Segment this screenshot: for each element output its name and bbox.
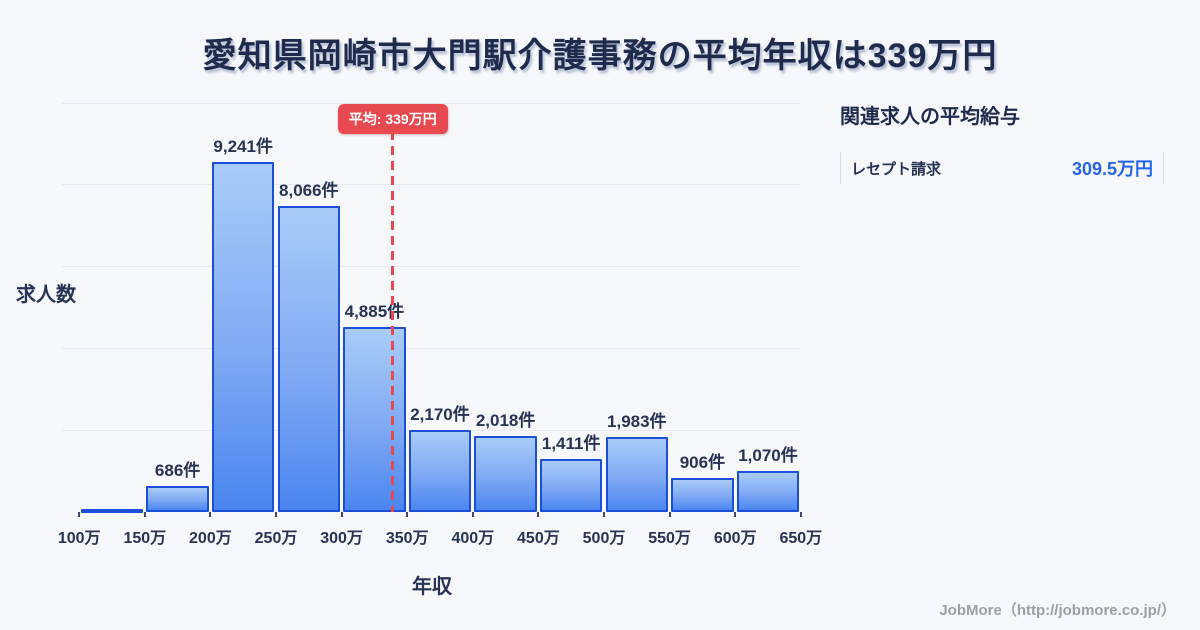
average-line — [391, 131, 395, 512]
bar — [211, 161, 275, 512]
x-axis-label: 年収 — [412, 576, 452, 598]
x-tick-mark — [275, 512, 277, 517]
x-tick-mark — [78, 512, 81, 517]
x-tick-label: 300万 — [320, 530, 363, 547]
bar-value-label: 1,411件 — [541, 433, 601, 453]
related-jobs-panel: 関連求人の平均給与 レセプト請求 309.5万円 — [840, 100, 1164, 184]
related-job-row: レセプト請求 309.5万円 — [840, 152, 1164, 184]
x-tick-mark — [209, 512, 212, 517]
bar — [80, 508, 144, 513]
related-job-salary-value: 309.5万円 — [1071, 159, 1153, 179]
x-tick-mark — [734, 512, 737, 517]
x-tick-label: 350万 — [385, 530, 429, 547]
x-tick-mark — [603, 512, 605, 517]
bar — [277, 206, 341, 512]
x-tick-label: 500万 — [582, 530, 626, 547]
x-tick-label: 650万 — [779, 530, 823, 547]
x-tick-label: 200万 — [189, 530, 232, 547]
gridline — [62, 348, 801, 350]
gridline — [62, 184, 801, 186]
bar — [736, 471, 800, 512]
x-tick-label: 550万 — [648, 530, 691, 547]
source-credit: JobMore（http://jobmore.co.jp/） — [939, 602, 1176, 619]
bar — [605, 436, 669, 512]
related-panel-heading: 関連求人の平均給与 — [840, 106, 1020, 128]
x-tick-label: 150万 — [123, 530, 167, 547]
related-job-label: レセプト請求 — [851, 160, 942, 178]
bar-value-label: 8,066件 — [279, 181, 339, 201]
y-axis-label: 求人数 — [16, 284, 76, 306]
bar-value-label: 2,170件 — [410, 404, 470, 424]
gridline — [62, 102, 801, 104]
x-tick-label: 600万 — [713, 530, 757, 547]
x-tick-mark — [406, 512, 409, 517]
x-tick-label: 100万 — [57, 530, 101, 547]
bar-value-label: 4,885件 — [344, 301, 405, 321]
x-tick-mark — [799, 512, 802, 517]
bar — [671, 477, 734, 512]
bar-value-label: 686件 — [154, 460, 201, 480]
page-title: 愛知県岡崎市大門駅介護事務の平均年収は339万円 — [202, 37, 998, 75]
bar — [408, 429, 472, 512]
x-tick-mark — [471, 512, 474, 517]
bar — [539, 458, 603, 512]
x-tick-mark — [143, 512, 146, 517]
x-tick-mark — [340, 512, 343, 517]
x-tick-mark — [537, 512, 540, 517]
bar-value-label: 2,018件 — [475, 410, 536, 430]
bar — [474, 435, 537, 512]
bar-value-label: 9,241件 — [213, 136, 273, 156]
x-tick-mark — [668, 512, 671, 517]
bar — [146, 485, 209, 512]
x-tick-label: 450万 — [517, 530, 560, 547]
gridline — [62, 266, 801, 268]
bar — [343, 326, 406, 512]
x-tick-label: 400万 — [451, 530, 495, 547]
bar-value-label: 1,983件 — [607, 411, 667, 431]
average-badge: 平均: 339万円 — [337, 104, 448, 134]
bar-value-label: 1,070件 — [738, 446, 798, 466]
bar-value-label: 906件 — [679, 452, 726, 472]
x-tick-label: 250万 — [254, 530, 298, 547]
